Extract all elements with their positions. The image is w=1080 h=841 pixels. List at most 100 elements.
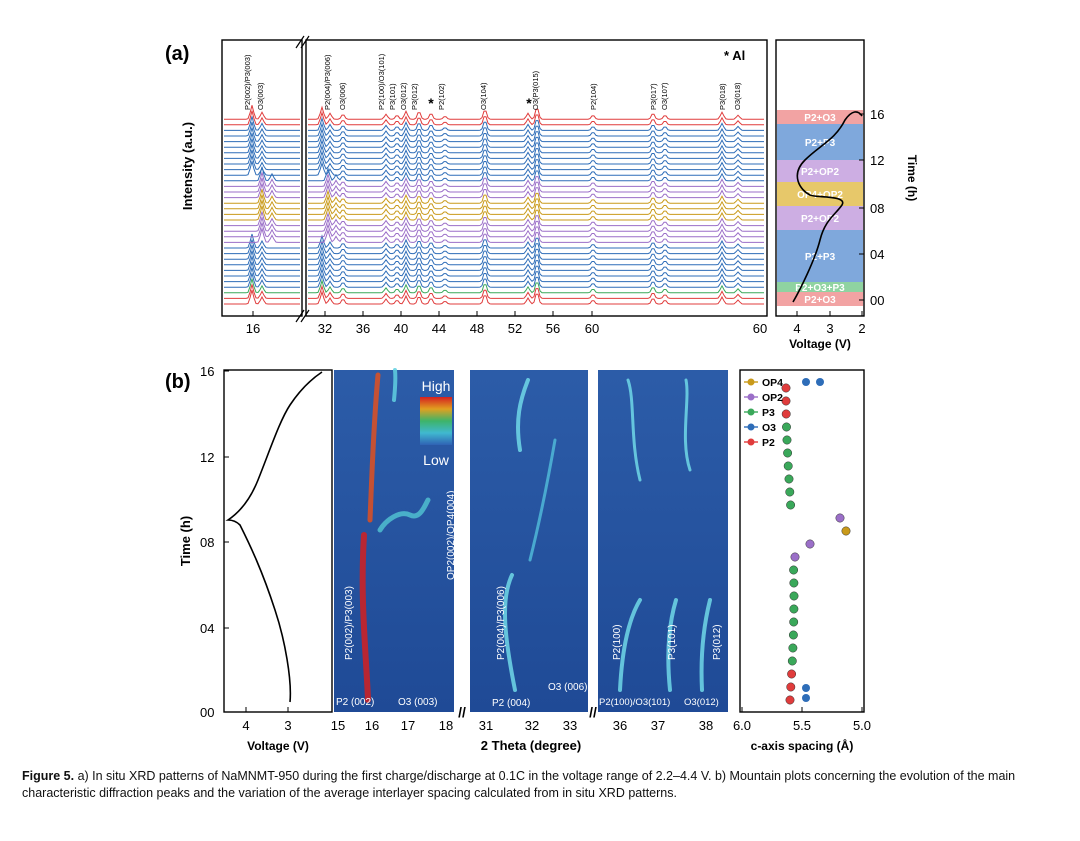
- al-note: * Al: [724, 48, 745, 63]
- map-x-ticks: 15 16 17 18 31 32 33 36 37 38: [331, 718, 713, 733]
- legend-label: OP2: [762, 392, 783, 404]
- map-label: O3 (003): [398, 697, 437, 708]
- phase-band: [777, 206, 863, 230]
- cax-frame: [739, 369, 865, 713]
- x-tick-label: 52: [508, 321, 522, 336]
- xrd-trace: [224, 127, 764, 143]
- peak-label: P2(002)/P3(003): [243, 54, 252, 110]
- peak-label: O3(P3(015): [531, 70, 540, 110]
- xrd-trace: [224, 205, 764, 221]
- peak-label: P3(012): [410, 83, 419, 110]
- map-streak: [392, 368, 398, 402]
- panel-b-label: (b): [165, 371, 191, 393]
- time-tick-label: 16: [200, 364, 214, 379]
- map-label: P2(004)/P3(006): [496, 586, 507, 660]
- voltage-label-a: Voltage (V): [789, 337, 851, 351]
- map2-bg: [470, 370, 588, 712]
- map-label: P3(012): [712, 624, 723, 660]
- phase-panel-frame: [775, 39, 865, 317]
- axis-break-mark: [300, 35, 310, 49]
- map-break: //: [458, 704, 466, 720]
- phase-label: OP4+OP2: [797, 190, 843, 201]
- heat-scale: [420, 397, 452, 445]
- panel-a-ylabel: Intensity (a.u.): [180, 122, 195, 210]
- time-tick-label: 08: [200, 535, 214, 550]
- legend-label: P2: [762, 437, 775, 449]
- peak-label: O3(006): [338, 82, 347, 110]
- time-tick-label: 16: [870, 107, 884, 122]
- cax-point: [784, 474, 794, 484]
- time-ticks-a: 00 04 08 12 16: [859, 107, 884, 308]
- panel-a-label: (a): [165, 43, 189, 65]
- cax-point: [788, 630, 798, 640]
- voltage-curve-b: [225, 371, 323, 703]
- map-label: O3 (006): [548, 682, 587, 693]
- x-tick-label: 48: [470, 321, 484, 336]
- axis-break-mark: [295, 309, 305, 323]
- xrd-trace: [224, 189, 764, 204]
- caption-figure-label: Figure 5.: [22, 769, 75, 783]
- map-label: O3(012): [684, 697, 719, 708]
- cax-point: [802, 694, 810, 702]
- peak-label: O3(104): [479, 82, 488, 110]
- peak-label: O3(012): [399, 82, 408, 110]
- map-streak: [618, 598, 642, 692]
- phase-bands: P2+O3 P2+P3 P2+OP2 OP4+OP2 P2+OP2 P2+P3 P2+O3+…: [777, 110, 863, 306]
- map-streak: [699, 598, 712, 692]
- xrd-trace: [224, 121, 764, 137]
- cax-point: [786, 500, 796, 510]
- peak-label: O3(003): [256, 82, 265, 110]
- map-streaks: [359, 368, 712, 703]
- xrd-trace: [224, 166, 764, 182]
- x-tick-label: 44: [432, 321, 446, 336]
- xrd-trace: [224, 250, 764, 266]
- cax-points: [781, 378, 851, 705]
- xrd-peak-labels: P2(002)/P3(003) O3(003) P2(004)/P3(006) O3(…: [243, 53, 742, 111]
- map-tick-label: 33: [563, 718, 577, 733]
- x-tick-label: 40: [394, 321, 408, 336]
- map-streak: [683, 378, 692, 472]
- cax-point: [789, 617, 799, 627]
- map3-bg: [598, 370, 728, 712]
- cax-point: [802, 684, 810, 692]
- map-label: P2(002)/P3(003): [344, 586, 355, 660]
- cax-ticks: 6.0 5.5 5.0: [733, 707, 871, 733]
- map-tick-label: 16: [365, 718, 379, 733]
- cax-point: [783, 448, 793, 458]
- heat-low: Low: [423, 452, 450, 468]
- legend-marker: [747, 378, 755, 386]
- xrd-trace: [224, 133, 764, 148]
- map-label: P3(101): [667, 624, 678, 660]
- map-tick-label: 36: [613, 718, 627, 733]
- cax-point: [790, 552, 800, 562]
- map-streak: [516, 378, 530, 452]
- legend-marker: [747, 438, 755, 446]
- vb-frame: [223, 369, 333, 713]
- cax-point: [788, 643, 798, 653]
- figure-5: (a) Intensity (a.u.) P2(002)/P3(003) O3(0…: [165, 35, 919, 753]
- phase-label: P2+P3: [805, 252, 836, 263]
- cax-tick-label: 5.5: [793, 718, 811, 733]
- xrd-trace: [224, 183, 764, 199]
- map-tick-label: 18: [439, 718, 453, 733]
- phase-band: [777, 292, 863, 306]
- cax-point: [787, 656, 797, 666]
- phase-label: P2+OP2: [801, 214, 840, 225]
- peak-label: O3(107): [660, 82, 669, 110]
- phase-band: [777, 124, 863, 160]
- xrd-trace: [224, 155, 764, 171]
- peak-label: P2(102): [437, 83, 446, 110]
- phase-voltage-panel: P2+O3 P2+P3 P2+OP2 OP4+OP2 P2+OP2 P2+P3 P2+O3+…: [775, 39, 919, 351]
- c-axis-spacing-plot: OP4 OP2 P3 O3 P2 6.0 5.5 5.0 c-axis spacing (Å…: [733, 369, 871, 753]
- voltage-tick-label: 3: [826, 321, 833, 336]
- peak-label: O3(018): [733, 82, 742, 110]
- peak-label: P2(100)/O3(101): [377, 53, 386, 110]
- peak-label: P2(004)/P3(006): [323, 54, 332, 110]
- peak-label: P3(018): [718, 83, 727, 110]
- cax-point: [789, 591, 799, 601]
- map-streak: [367, 372, 381, 523]
- time-label-a: Time (h): [905, 155, 919, 201]
- cax-label: c-axis spacing (Å): [751, 738, 854, 753]
- map-labels: P2(002)/P3(003) OP2(002)/OP4(004) P2 (002)…: [336, 491, 723, 710]
